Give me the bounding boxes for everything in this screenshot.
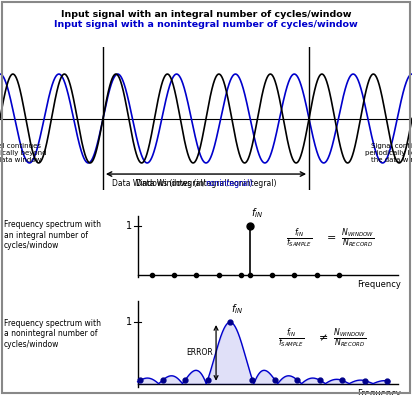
Text: $f_{IN}$: $f_{IN}$: [232, 302, 244, 316]
Text: $= \  \frac{N_{WINDOW}}{N_{RECORD}}$: $= \ \frac{N_{WINDOW}}{N_{RECORD}}$: [324, 226, 374, 250]
Text: Data Windows (integral/: Data Windows (integral/: [112, 179, 206, 188]
Text: Signal continues
periodically beyond
the data window: Signal continues periodically beyond the…: [0, 143, 47, 163]
Text: nonintegral): nonintegral): [206, 179, 253, 188]
Text: $\frac{f_{IN}}{f_{SAMPLE}}$: $\frac{f_{IN}}{f_{SAMPLE}}$: [286, 226, 313, 250]
Text: Signal continues
periodically beyond
the data window: Signal continues periodically beyond the…: [365, 143, 412, 163]
Text: Frequency: Frequency: [357, 280, 401, 290]
Text: Input signal with an integral number of cycles/window: Input signal with an integral number of …: [61, 10, 351, 19]
Text: Input signal with a nonintegral number of cycles/window: Input signal with a nonintegral number o…: [54, 20, 358, 29]
Text: $\neq \ \frac{N_{WINDOW}}{N_{RECORD}}$: $\neq \ \frac{N_{WINDOW}}{N_{RECORD}}$: [316, 325, 366, 350]
Text: 1: 1: [126, 221, 132, 231]
Text: $\frac{f_{IN}}{f_{SAMPLE}}$: $\frac{f_{IN}}{f_{SAMPLE}}$: [278, 325, 304, 350]
Text: 1: 1: [126, 317, 132, 327]
Text: Frequency spectrum with
a nonintegral number of
cycles/window: Frequency spectrum with a nonintegral nu…: [4, 319, 101, 349]
Text: Data Windows (integral/nonintegral): Data Windows (integral/nonintegral): [136, 179, 276, 188]
Text: ERROR: ERROR: [187, 348, 213, 357]
Text: $f_{IN}$: $f_{IN}$: [251, 206, 263, 220]
Text: Frequency spectrum with
an integral number of
cycles/window: Frequency spectrum with an integral numb…: [4, 220, 101, 250]
Text: Frequency: Frequency: [357, 389, 401, 395]
Text: Data Windows (integral/nonintegral): Data Windows (integral/nonintegral): [136, 179, 276, 188]
